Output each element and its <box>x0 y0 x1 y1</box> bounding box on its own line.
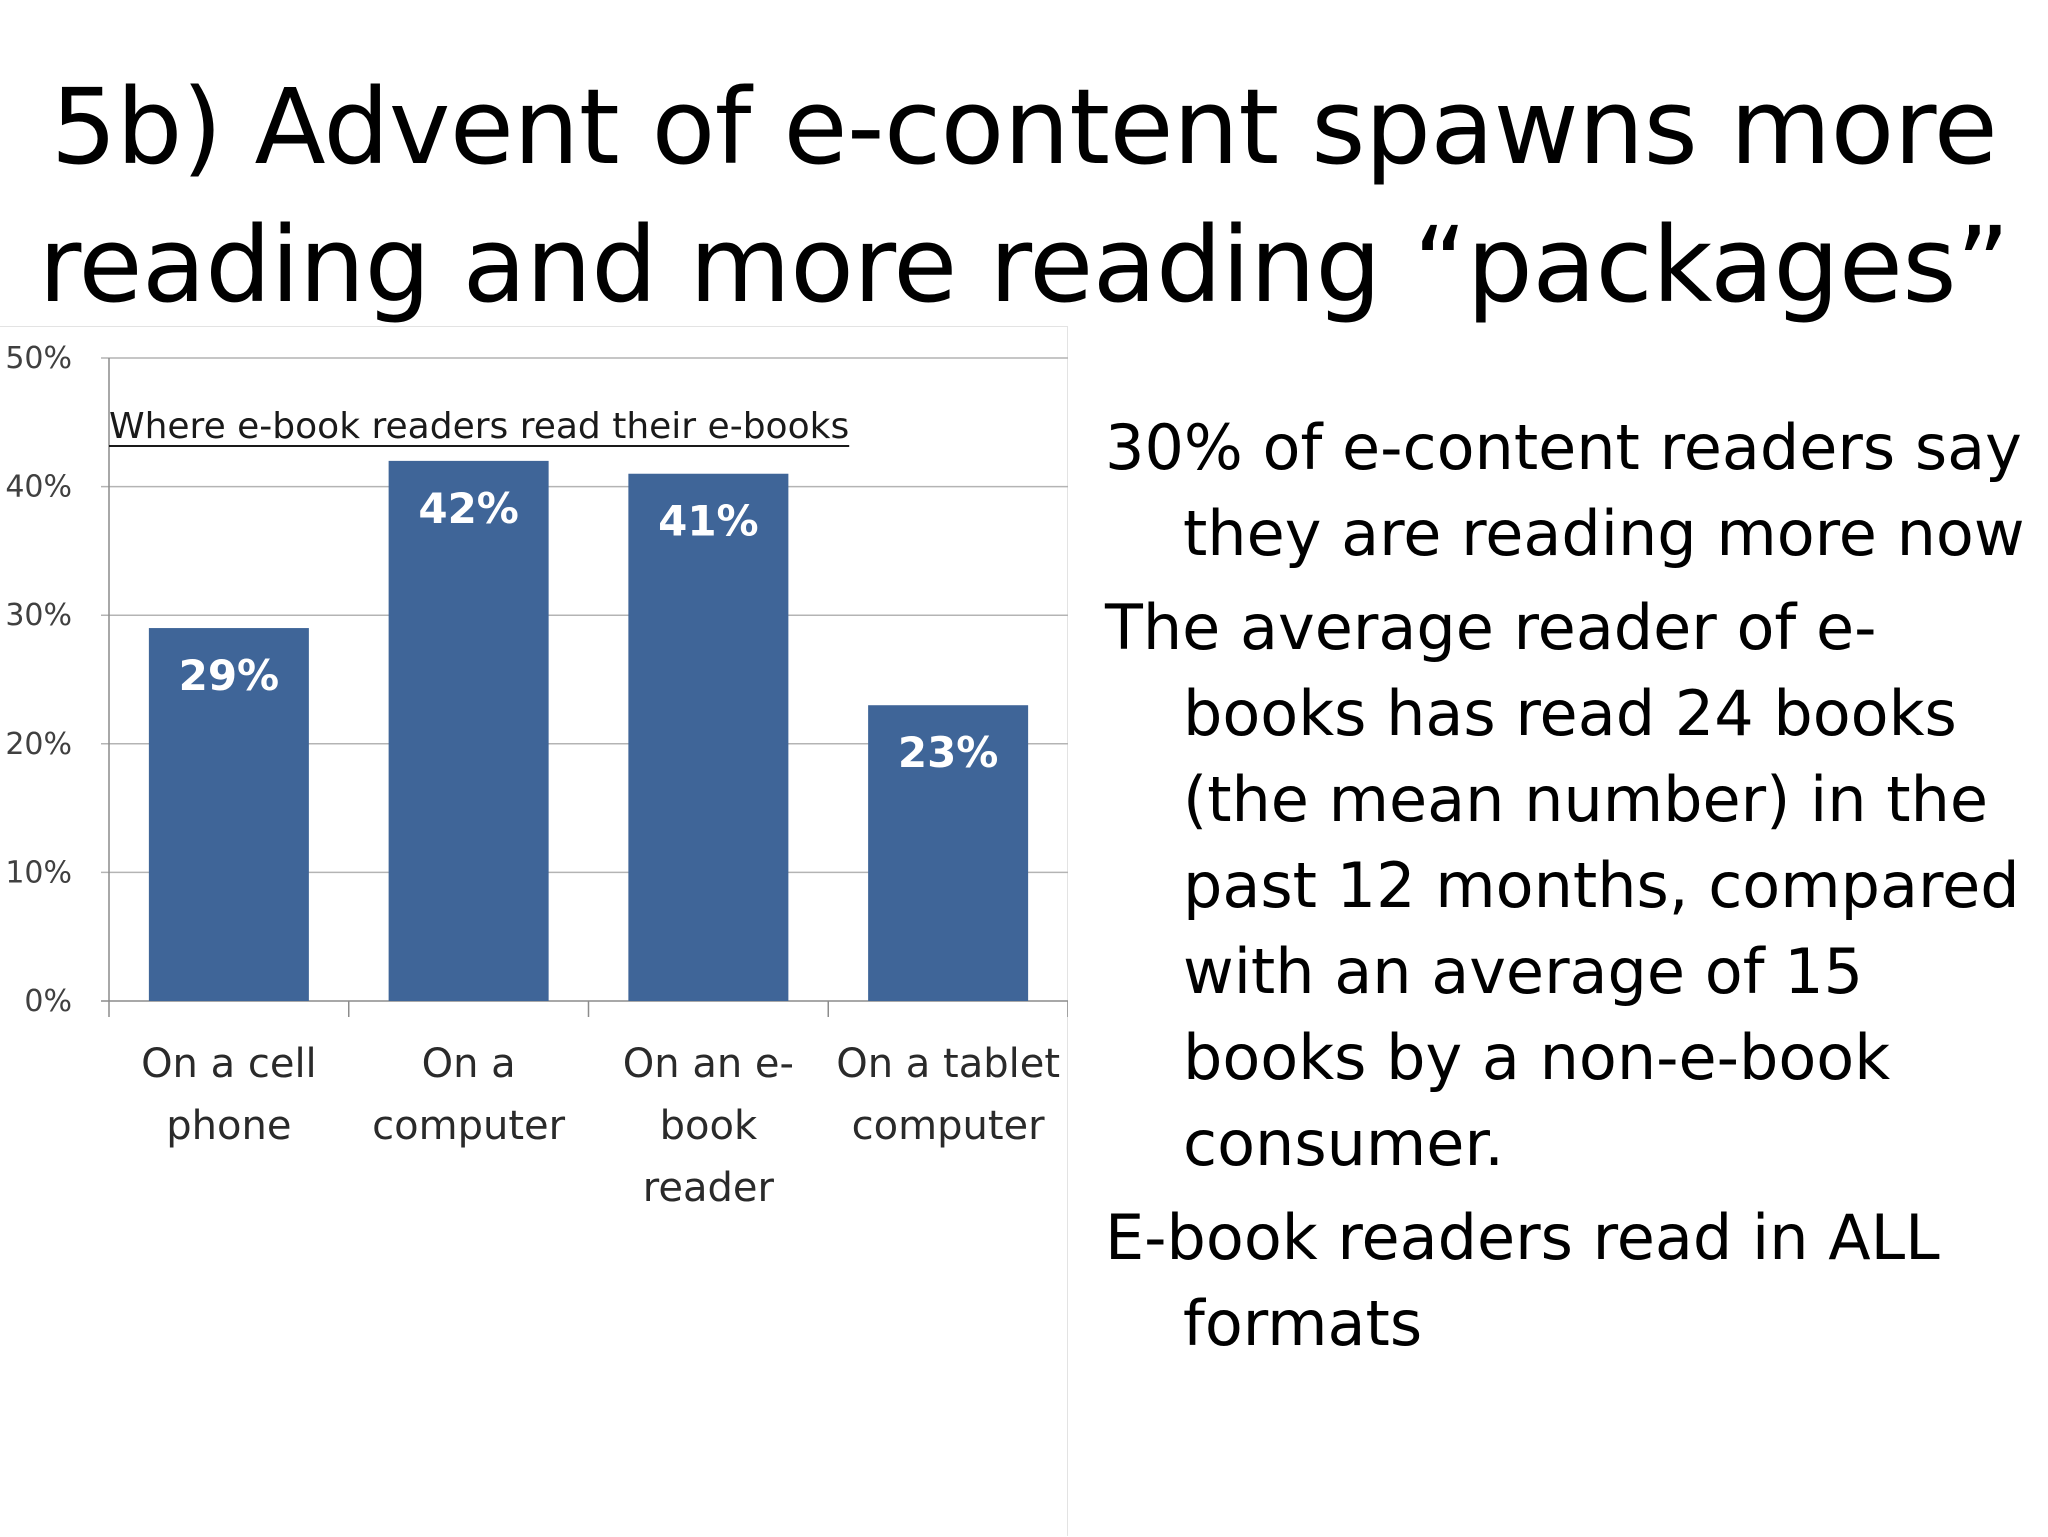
y-tick-label: 0% <box>24 984 72 1019</box>
bullet-item-3: E-book readers read in ALL formats <box>1105 1201 1940 1360</box>
x-category-label: On a tablet <box>836 1041 1060 1087</box>
chart-canvas: 0% 10% 20% 30% 40% 50% Where e-book readers re… <box>5 341 1068 1211</box>
bar <box>628 473 789 1001</box>
x-category-label: On a <box>422 1041 516 1087</box>
bar-chart: 0% 10% 20% 30% 40% 50% Where e-book readers re… <box>0 326 1068 1536</box>
bullet-item-2: The average reader of e-books has read 2… <box>1105 591 2020 1180</box>
bar <box>388 460 549 1001</box>
slide-title-line-2: reading and more reading “packages” <box>38 204 2010 326</box>
slide-title: 5b) Advent of e-content spawns more read… <box>0 58 2048 334</box>
y-tick-label: 40% <box>5 470 72 505</box>
bullet-list: 30% of e-content readers say they are re… <box>1105 405 2025 1375</box>
x-category-label: computer <box>372 1103 565 1149</box>
bullet-item-1: 30% of e-content readers say they are re… <box>1105 411 2025 570</box>
bar <box>148 628 309 1001</box>
data-label: 23% <box>898 728 999 777</box>
y-tick-label: 20% <box>5 727 72 762</box>
y-tick-label: 10% <box>5 855 72 890</box>
bar <box>868 705 1029 1001</box>
data-label: 41% <box>658 497 759 546</box>
chart-title: Where e-book readers read their e-books <box>109 406 849 447</box>
data-label: 42% <box>418 484 519 533</box>
x-category-label: On an e- <box>623 1041 794 1087</box>
data-label: 29% <box>179 651 280 700</box>
y-tick-label: 30% <box>5 598 72 633</box>
x-category-label: phone <box>166 1103 291 1149</box>
slide-title-line-1: 5b) Advent of e-content spawns more <box>50 66 1998 188</box>
x-category-label: book <box>660 1103 758 1149</box>
x-category-label: reader <box>643 1165 775 1211</box>
x-category-label: computer <box>852 1103 1045 1149</box>
y-tick-label: 50% <box>5 341 72 376</box>
x-category-label: On a cell <box>141 1041 317 1087</box>
